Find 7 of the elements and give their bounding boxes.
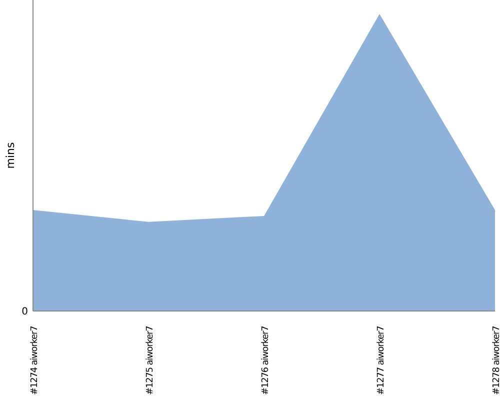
x-tick-label: #1275 aiworker7	[146, 326, 156, 395]
text: 0	[22, 306, 28, 318]
x-tick-label: #1278 aiworker7	[492, 326, 500, 395]
x-tick-label: #1274 aiworker7	[30, 326, 40, 395]
y-axis-title: mins	[4, 142, 17, 169]
x-tick-label: #1277 aiworker7	[376, 326, 386, 395]
x-tick-label: #1276 aiworker7	[261, 326, 271, 395]
